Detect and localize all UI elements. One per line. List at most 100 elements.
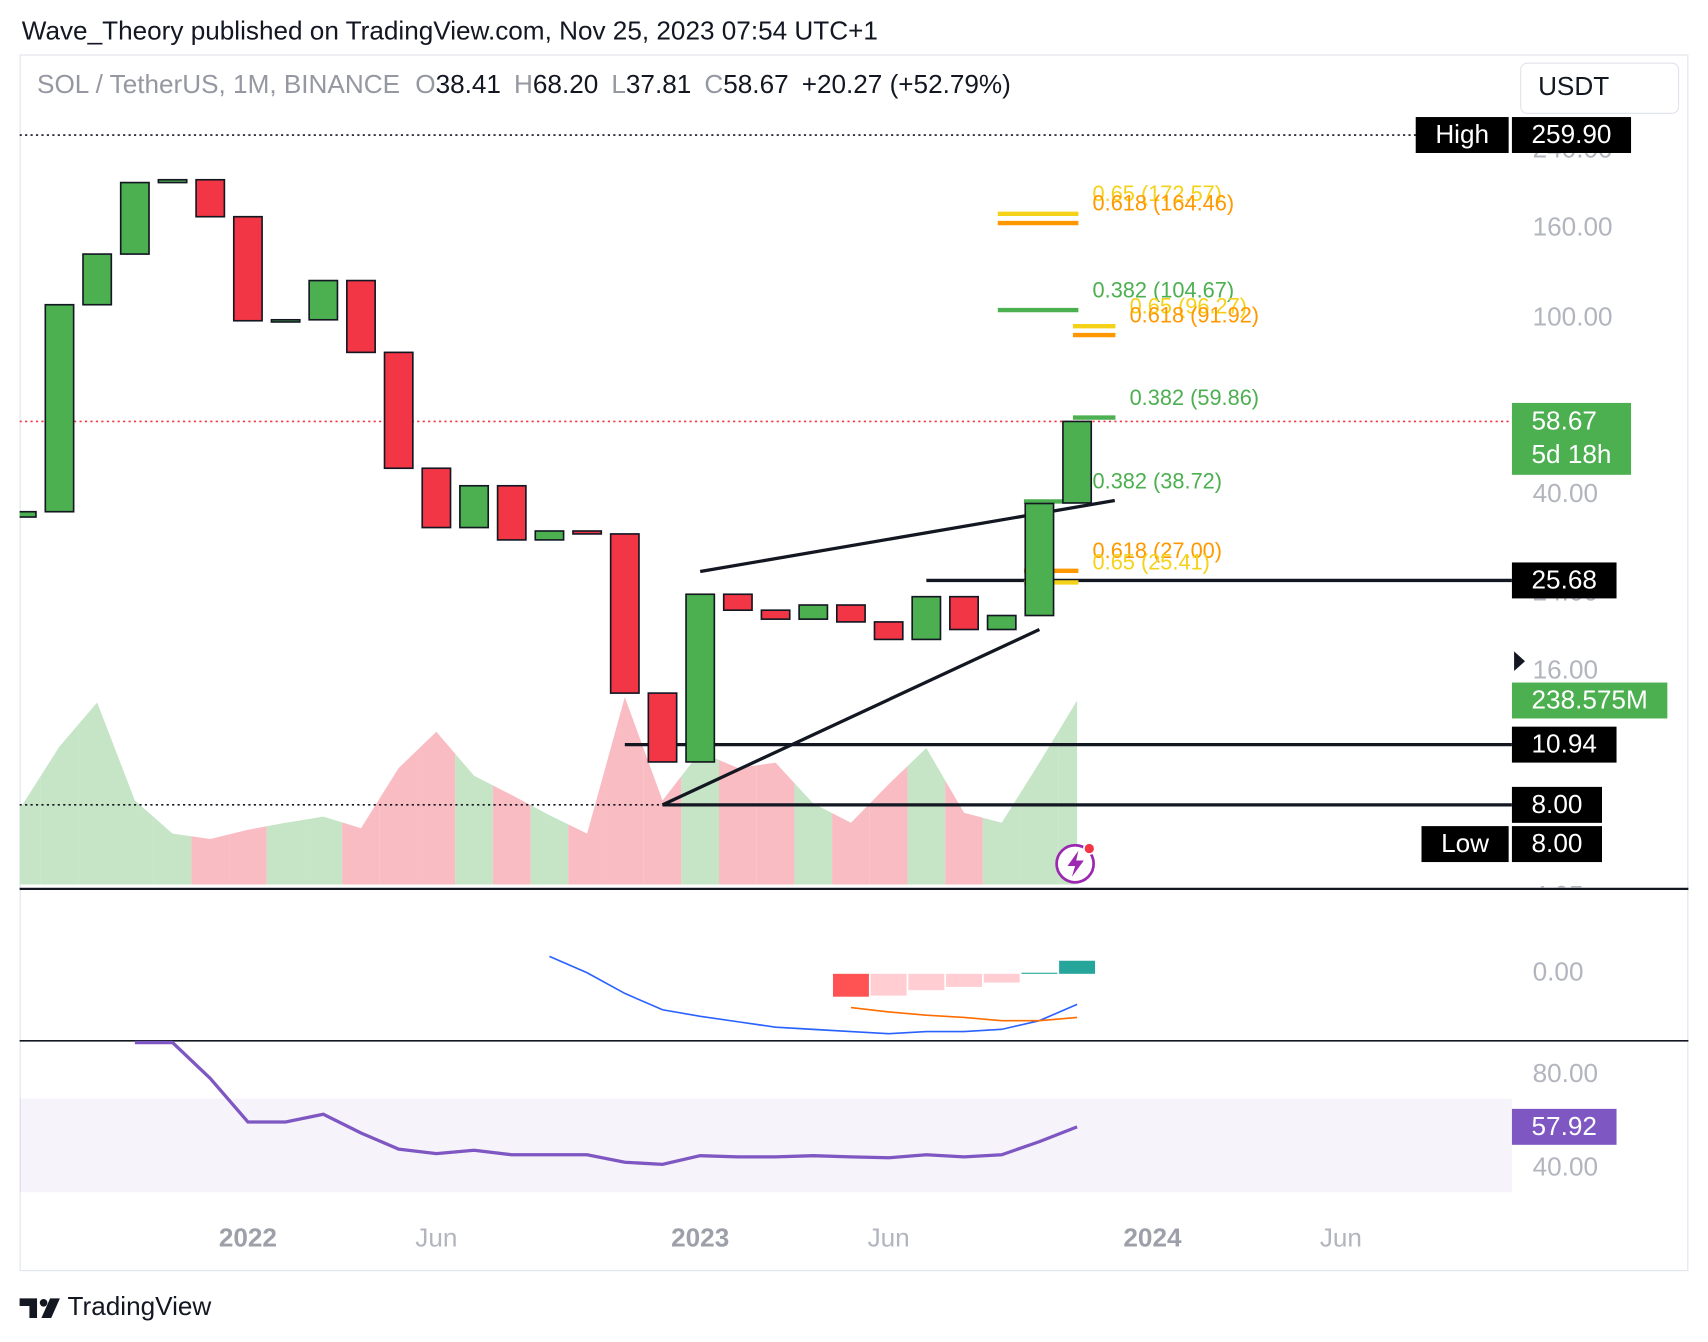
published-line: Wave_Theory published on TradingView.com… [22,16,878,46]
macd-histogram-bar [946,973,982,987]
fib-label: 0.65 (96.27) [1130,293,1247,318]
y-tick-label: 80.00 [1533,1058,1598,1088]
candle-body [835,604,866,623]
volume-area [229,826,267,885]
candle-body [911,595,942,641]
candle-body [496,484,527,541]
volume-area [681,751,720,885]
rsi-band [19,1098,1512,1193]
trendline [661,628,1041,807]
symbol: SOL / TetherUS, 1M, BINANCE [37,69,400,99]
price-plot: 0.65 (172.57)0.618 (164.46) 0.382 (104.67… [19,134,1512,885]
candle-body [534,530,565,541]
candle-body [1062,420,1093,504]
fib-label: 0.618 (91.92) [1130,302,1259,327]
candle-body [346,279,376,354]
x-tick-label: 2024 [1123,1223,1182,1253]
currency[interactable]: USDT [1538,71,1609,101]
alert-icon-bolt [1067,850,1084,877]
y-tick-label: 40.00 [1533,478,1598,508]
low-label-bg [1421,826,1509,863]
candle-body [873,621,904,641]
candle-body [270,318,301,323]
candle-body [685,593,716,763]
y-tick-label: 160.00 [1533,211,1613,241]
fib-label: 0.382 (59.86) [1130,385,1259,410]
rsi-label: 57.92 [1532,1111,1597,1141]
change: +20.27 (+52.79%) [802,69,1011,99]
volume-area [907,747,946,885]
volume-area [153,817,192,885]
y-tick-label: 100.00 [1533,302,1613,332]
ohlc-key: L [611,69,626,99]
footer-logo [19,1298,60,1319]
last-price: 58.67 [1532,405,1597,435]
macd-line [850,1006,1078,1022]
volume-area [1058,700,1078,885]
candle-body [421,467,452,529]
low-value-bg [1511,826,1603,863]
rsi-line [134,1040,1078,1167]
candle-body [647,692,678,763]
chart-frame [19,54,1689,1272]
candle-body [308,279,339,321]
rsi-label-bg [1511,1108,1617,1145]
volume-area [191,834,230,885]
high-label: High [1435,119,1489,149]
ohlc-value: 58.67 [723,69,788,99]
fib-label: 0.618 (164.46) [1093,190,1235,215]
axis-arrow [1514,651,1525,671]
volume-label: 238.575M [1532,685,1648,715]
y-tick-label: 0.00 [1533,957,1584,987]
volume-area [417,731,456,885]
symbol-line: SOL / TetherUS, 1M, BINANCE O38.41 H68.20 L… [37,69,1011,99]
candle-body [232,215,263,322]
volume-area [492,785,531,885]
volume-area [643,748,682,885]
fib-label: 0.382 (38.72) [1093,469,1222,494]
volume-area [756,762,795,885]
x-tick-label: 2022 [219,1223,277,1253]
countdown: 5d 18h [1532,439,1612,469]
volume-area [832,803,870,885]
x-tick-label: Jun [868,1223,910,1253]
candle-body [383,351,414,470]
candle-body [949,595,979,631]
candle-body [119,181,150,255]
y-tick-label: 40.00 [1533,1152,1598,1182]
ohlc-value: 68.20 [533,69,598,99]
macd-line [549,955,1078,1035]
candle-body [157,178,188,184]
macd-histogram-bar [832,973,869,997]
horizontal-line-label: 25.68 [1532,564,1597,594]
candle-body [986,614,1017,631]
currency-button[interactable] [1520,62,1680,114]
candle-body [459,484,490,529]
fib-label: 0.65 (172.57) [1093,181,1222,206]
candle-body [798,604,829,620]
volume-area [379,749,418,885]
high-value-bg [1511,117,1632,153]
high-value: 259.90 [1532,119,1612,149]
volume-area [568,765,606,885]
footer-brand: TradingView [68,1291,212,1321]
volume-area [869,766,908,885]
candle-body [195,178,226,218]
candle-body [19,510,37,518]
macd-histogram-bar [1059,960,1096,974]
volume-area [116,751,154,885]
horizontal-line-label-bg [1511,726,1617,763]
low-value: 8.00 [1532,828,1583,858]
macd-histogram-bar [983,973,1020,983]
horizontal-line-label: 10.94 [1532,729,1597,759]
high-label-bg [1415,117,1509,153]
volume-area [530,805,569,885]
x-tick-label: Jun [415,1223,457,1253]
fib-label: 0.618 (27.00) [1093,538,1222,563]
x-tick-label: 2023 [671,1223,729,1253]
y-tick-label: 4.95 [1533,880,1584,910]
y-tick-label: 16.00 [1533,654,1598,684]
